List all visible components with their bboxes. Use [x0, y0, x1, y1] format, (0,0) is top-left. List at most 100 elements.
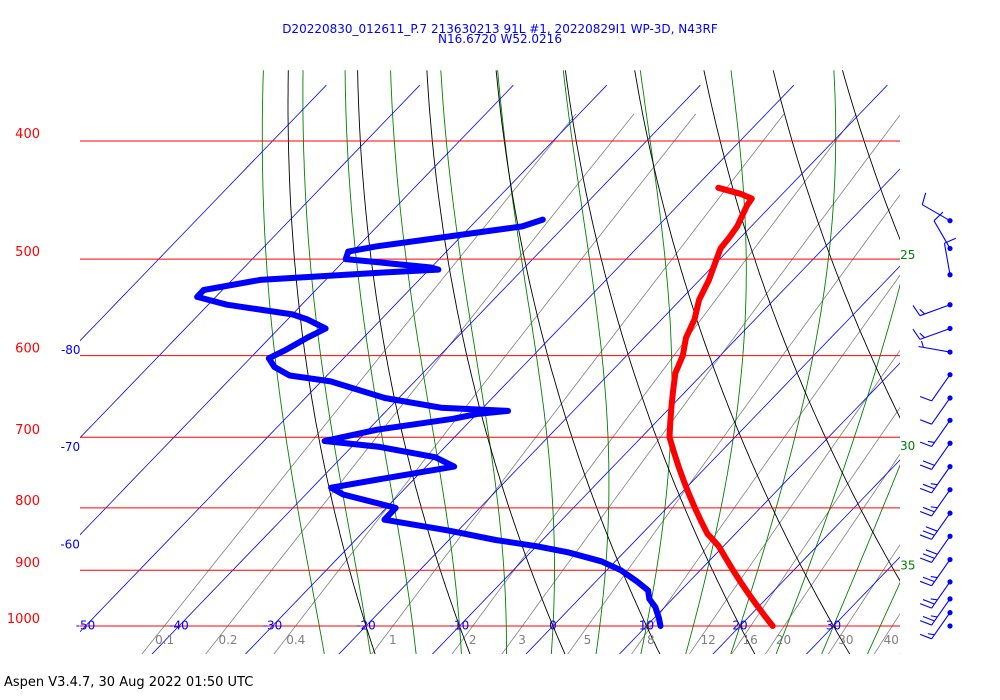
- mixing-ratio-label: 12: [700, 633, 715, 647]
- footer-version-timestamp: Aspen V3.4.7, 30 Aug 2022 01:50 UTC: [4, 675, 254, 690]
- moist-adiabat: [639, 70, 673, 654]
- isotherm-label: -40: [169, 619, 189, 633]
- wind-barb-feather: [944, 237, 956, 244]
- moist-adiabat: [775, 283, 900, 654]
- wind-barb-feather: [919, 534, 932, 540]
- dewpoint-trace: [194, 216, 664, 629]
- moist-adiabat: [261, 70, 325, 654]
- moist-adiabat: [440, 70, 507, 654]
- wind-barb-feather: [920, 340, 924, 348]
- wind-barb: [919, 464, 953, 494]
- wind-barb: [919, 579, 953, 609]
- mixing-ratio-line: [688, 349, 900, 654]
- wind-barb-staff: [931, 598, 951, 626]
- wind-barb-feather: [919, 441, 932, 448]
- wind-barb: [919, 440, 953, 470]
- wind-barb-staff: [918, 345, 951, 353]
- isotherm-label: -20: [356, 619, 376, 633]
- wind-barb-staff: [931, 535, 951, 563]
- wind-barb-feather: [930, 483, 938, 486]
- wind-barb: [933, 211, 953, 252]
- wind-barb-feather: [919, 419, 932, 425]
- wind-barb-feather: [927, 633, 935, 636]
- isotherm-label: -30: [263, 619, 283, 633]
- wind-barb-staff: [931, 466, 951, 494]
- isotherm: [525, 265, 900, 654]
- mixing-ratio-line: [141, 113, 577, 654]
- wind-barb: [919, 395, 953, 425]
- isotherm: [805, 556, 900, 654]
- mixing-ratio-line: [873, 613, 900, 654]
- wind-barb: [919, 372, 953, 402]
- isotherm: [431, 168, 900, 654]
- pressure-label: 900: [15, 556, 40, 571]
- wind-barb: [912, 302, 953, 317]
- mixing-ratio-label: 1: [389, 633, 397, 647]
- dry-adiabat: [287, 70, 376, 654]
- wind-barb-feather: [925, 526, 938, 532]
- wind-barb-feather: [922, 599, 935, 605]
- wind-barb-staff: [931, 374, 951, 402]
- moist-adiabat: [730, 70, 837, 654]
- wind-barb-feather: [912, 305, 921, 316]
- moist-adiabat: [390, 70, 462, 654]
- mixing-ratio-line: [273, 113, 697, 654]
- mixing-ratio-label: 30: [838, 633, 853, 647]
- mixing-ratio-label: 0.4: [286, 633, 305, 647]
- isotherm: [80, 84, 421, 439]
- wind-barb-staff: [919, 327, 951, 340]
- wind-barb-staff: [919, 304, 951, 317]
- wind-barb-feather: [919, 603, 932, 609]
- grid-labels: 0.1 0.2 0.4 1 2 3 5 8 12 16 20 30 40253035-80-70-60-…: [7, 127, 916, 647]
- wind-barb-feather: [922, 483, 935, 490]
- isotherm: [618, 362, 900, 654]
- pressure-label: 500: [15, 245, 40, 260]
- wind-barb-staff: [931, 581, 951, 609]
- isobars: [80, 140, 900, 627]
- isotherm: [712, 459, 900, 654]
- dry-adiabat: [495, 70, 661, 654]
- wind-barb: [921, 192, 953, 224]
- isotherm-label: 20: [732, 619, 747, 633]
- wind-barb: [943, 237, 956, 278]
- dry-adiabat: [634, 70, 851, 654]
- mixing-ratio-label: 3: [518, 633, 526, 647]
- isotherm: [80, 84, 327, 342]
- dry-adiabats: [287, 70, 1000, 657]
- moist-adiabat-label: 35: [900, 559, 915, 573]
- wind-barb-staff: [943, 243, 951, 275]
- wind-barb: [918, 340, 953, 355]
- isotherms: [80, 84, 900, 654]
- moist-adiabats: [261, 70, 900, 654]
- wind-barb-feather: [930, 615, 938, 618]
- mixing-ratio-label: 20: [776, 633, 791, 647]
- wind-barb-staff: [931, 489, 951, 517]
- moist-adiabat-label: 30: [900, 439, 915, 453]
- mixing-ratio-label: 8: [647, 633, 655, 647]
- isotherm-label: -10: [450, 619, 470, 633]
- wind-barb: [912, 325, 953, 340]
- wind-barb-feather: [919, 308, 926, 315]
- wind-barb-feather: [919, 580, 932, 587]
- dry-adiabat: [564, 70, 756, 654]
- mixing-ratio-line: [827, 544, 900, 654]
- wind-barb-feather: [912, 328, 921, 340]
- dry-adiabat: [703, 70, 900, 582]
- wind-barb-feather: [922, 616, 935, 622]
- wind-barb-feather: [919, 620, 932, 626]
- mixing-ratio-label: 16: [742, 633, 757, 647]
- wind-barb-feather: [919, 510, 932, 517]
- wind-barb: [919, 533, 953, 563]
- pressure-label: 400: [15, 127, 40, 142]
- wind-barb-feather: [919, 487, 932, 494]
- mixing-ratio-label: 0.1: [155, 633, 174, 647]
- sounding-traces: [194, 184, 776, 629]
- wind-barb-feather: [922, 530, 935, 536]
- mixing-ratio-line: [567, 194, 900, 654]
- dry-adiabat: [912, 70, 1000, 657]
- moist-adiabat-label: 25: [900, 248, 915, 262]
- mixing-ratio-line: [371, 113, 785, 654]
- wind-barb-feather: [930, 576, 938, 579]
- wind-barb: [947, 623, 953, 629]
- moist-adiabat: [685, 70, 747, 654]
